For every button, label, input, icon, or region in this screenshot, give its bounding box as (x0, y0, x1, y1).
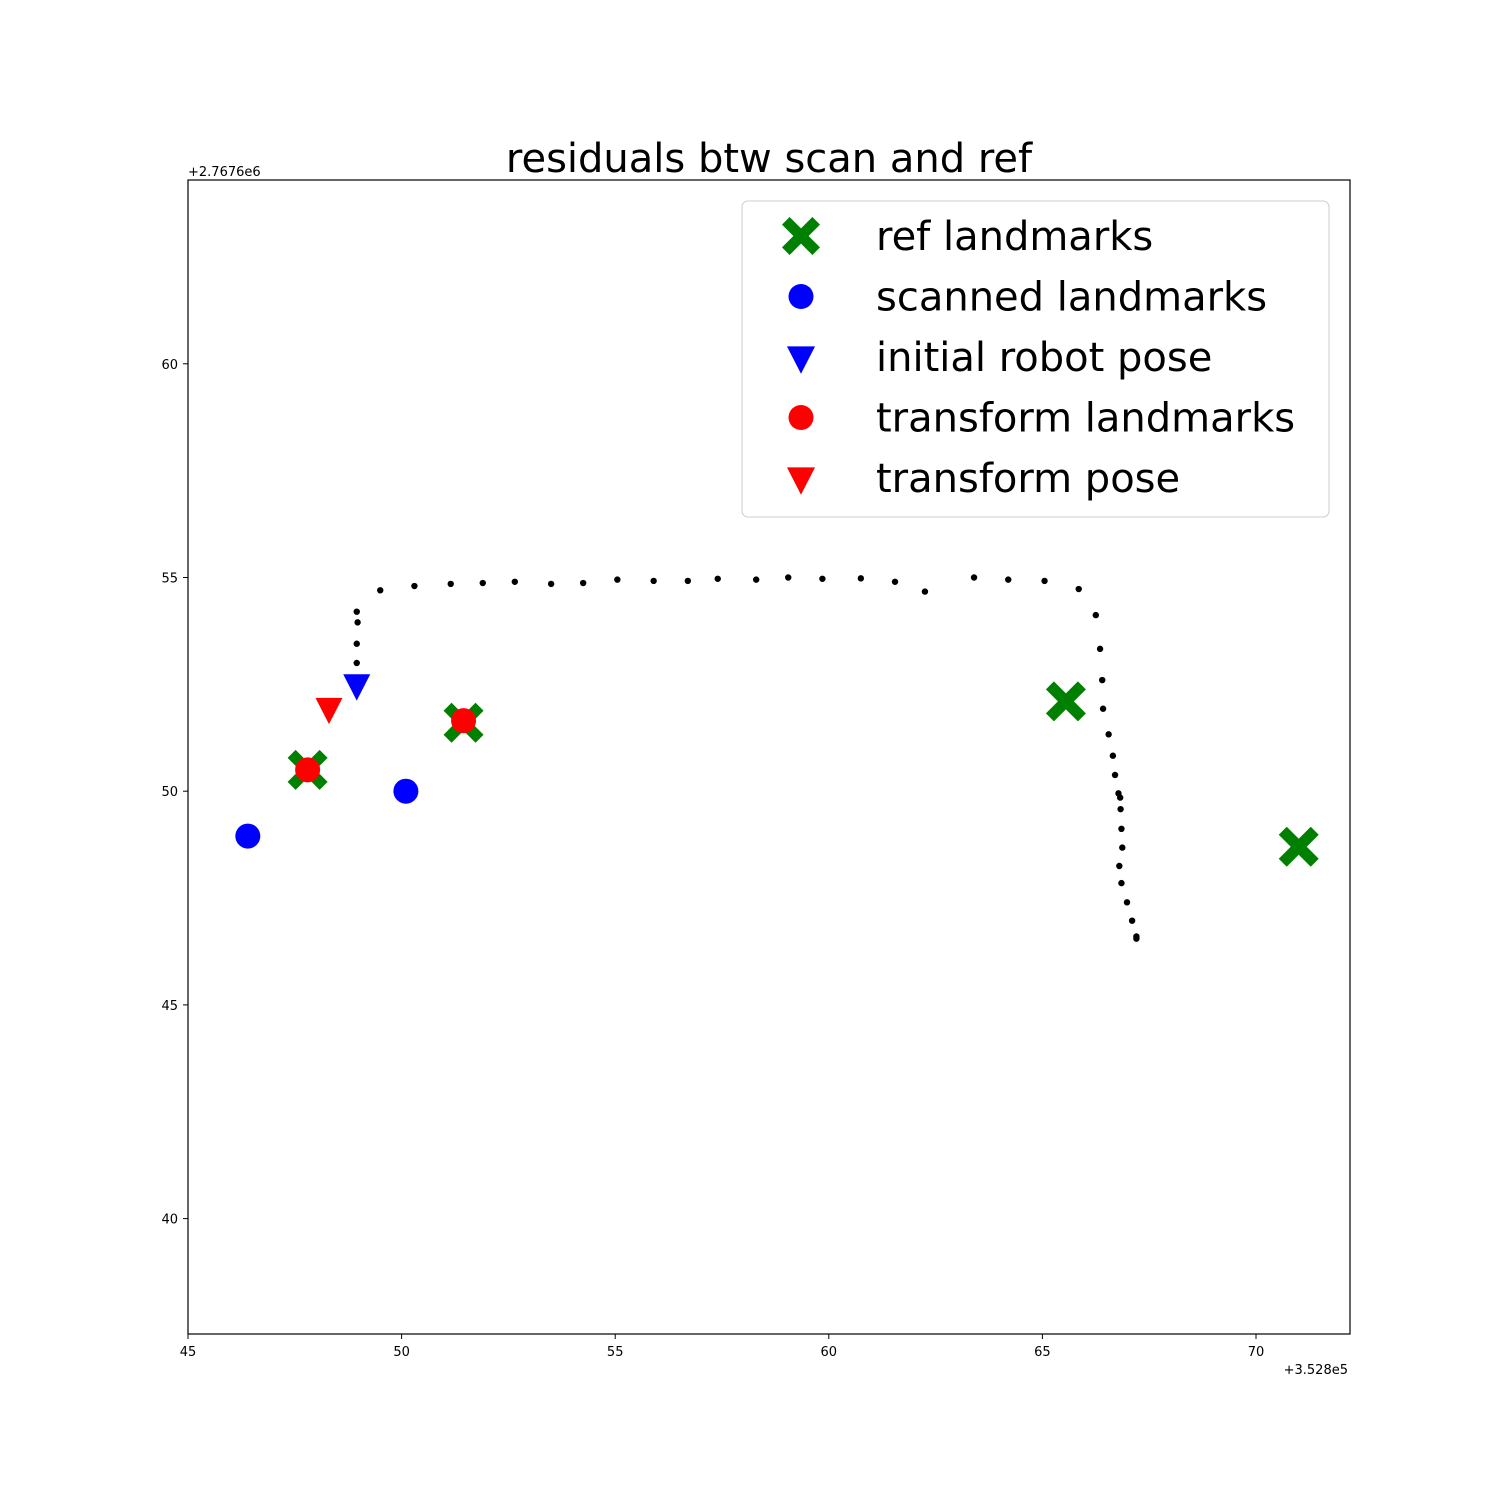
x-tick-label: 55 (607, 1345, 624, 1360)
scanned-landmarks-point (393, 778, 419, 804)
trajectory-point (1096, 645, 1104, 653)
legend-marker-ref-landmarks (782, 217, 820, 255)
trajectory-point (1118, 879, 1125, 887)
trajectory-point (857, 575, 865, 582)
trajectory-point (1116, 862, 1123, 870)
trajectory-point (1128, 917, 1136, 924)
y-tick-label: 45 (161, 999, 178, 1014)
transform-pose-point (315, 697, 343, 725)
legend-label-transform-landmarks: transform landmarks (876, 396, 1295, 442)
trajectory-point (1133, 935, 1140, 942)
trajectory-point (1117, 805, 1124, 813)
x-tick-label: 45 (180, 1345, 197, 1360)
y-tick-label: 50 (161, 785, 178, 800)
trajectory-point (1109, 752, 1117, 759)
trajectory-point (411, 582, 418, 590)
trajectory-point (479, 579, 486, 587)
trajectory-point (1119, 844, 1126, 851)
plot-frame (187, 179, 1351, 1335)
legend-marker-initial-robot-pose (786, 346, 816, 374)
y-tick-label: 60 (161, 358, 178, 373)
trajectory-point (1099, 676, 1106, 684)
trajectory-point (1092, 611, 1100, 619)
trajectory-point (891, 578, 899, 585)
legend-marker-scanned-landmarks (788, 284, 814, 309)
trajectory-point (1041, 577, 1048, 585)
x-tick-label: 60 (821, 1345, 838, 1360)
legend-marker-transform-landmarks (788, 405, 814, 430)
x-tick-label: 50 (393, 1345, 410, 1360)
trajectory-point (1105, 731, 1112, 738)
legend-label-ref-landmarks: ref landmarks (876, 214, 1153, 260)
y-tick-label: 55 (161, 571, 178, 586)
trajectory-point (752, 576, 760, 583)
legend-label-initial-robot-pose: initial robot pose (876, 335, 1212, 381)
y-axis-offset-label: +2.7676e6 (188, 165, 261, 180)
trajectory-point (714, 575, 721, 582)
trajectory-point (547, 580, 555, 588)
trajectory-point (819, 575, 826, 582)
chart-title: residuals btw scan and ref (506, 136, 1033, 182)
scanned-landmarks-point (235, 823, 261, 849)
trajectory-point (1116, 794, 1124, 801)
x-axis-offset-label: +3.528e5 (1284, 1363, 1348, 1378)
trajectory-point (614, 576, 621, 583)
trajectory-point (377, 587, 384, 594)
legend-box (741, 200, 1330, 518)
trajectory-point (1005, 576, 1012, 583)
trajectory-point (354, 619, 361, 626)
trajectory-point (1118, 825, 1125, 833)
trajectory-point (785, 574, 792, 581)
ref-landmarks-point (1045, 681, 1086, 722)
transform-landmarks-point (295, 757, 321, 783)
transform-landmarks-point (451, 708, 477, 734)
trajectory-point (684, 577, 692, 585)
initial-robot-pose-point (343, 674, 371, 701)
legend-label-transform-pose: transform pose (876, 456, 1180, 502)
trajectory-point (447, 580, 454, 588)
trajectory-point (353, 608, 360, 615)
plot-area (235, 574, 1319, 942)
y-tick-label: 40 (161, 1213, 178, 1228)
legend-marker-transform-pose (786, 467, 816, 495)
trajectory-point (921, 588, 929, 595)
trajectory-point (1123, 899, 1131, 906)
trajectory-point (511, 578, 519, 585)
trajectory-point (353, 659, 360, 667)
legend: ref landmarks scanned landmarks initial ro… (741, 200, 1330, 518)
legend-label-scanned-landmarks: scanned landmarks (876, 275, 1267, 321)
x-tick-label: 70 (1248, 1345, 1265, 1360)
trajectory-point (1111, 771, 1119, 779)
trajectory-point (970, 574, 978, 581)
x-tick-label: 65 (1034, 1345, 1051, 1360)
axes: 45 50 55 60 65 70 40 45 50 55 60 (161, 179, 1351, 1360)
trajectory-point (1075, 585, 1082, 593)
trajectory-point (1099, 705, 1107, 712)
ref-landmarks-point (1278, 826, 1319, 867)
trajectory-point (579, 579, 587, 587)
trajectory-point (650, 577, 657, 585)
trajectory-point (353, 640, 360, 647)
